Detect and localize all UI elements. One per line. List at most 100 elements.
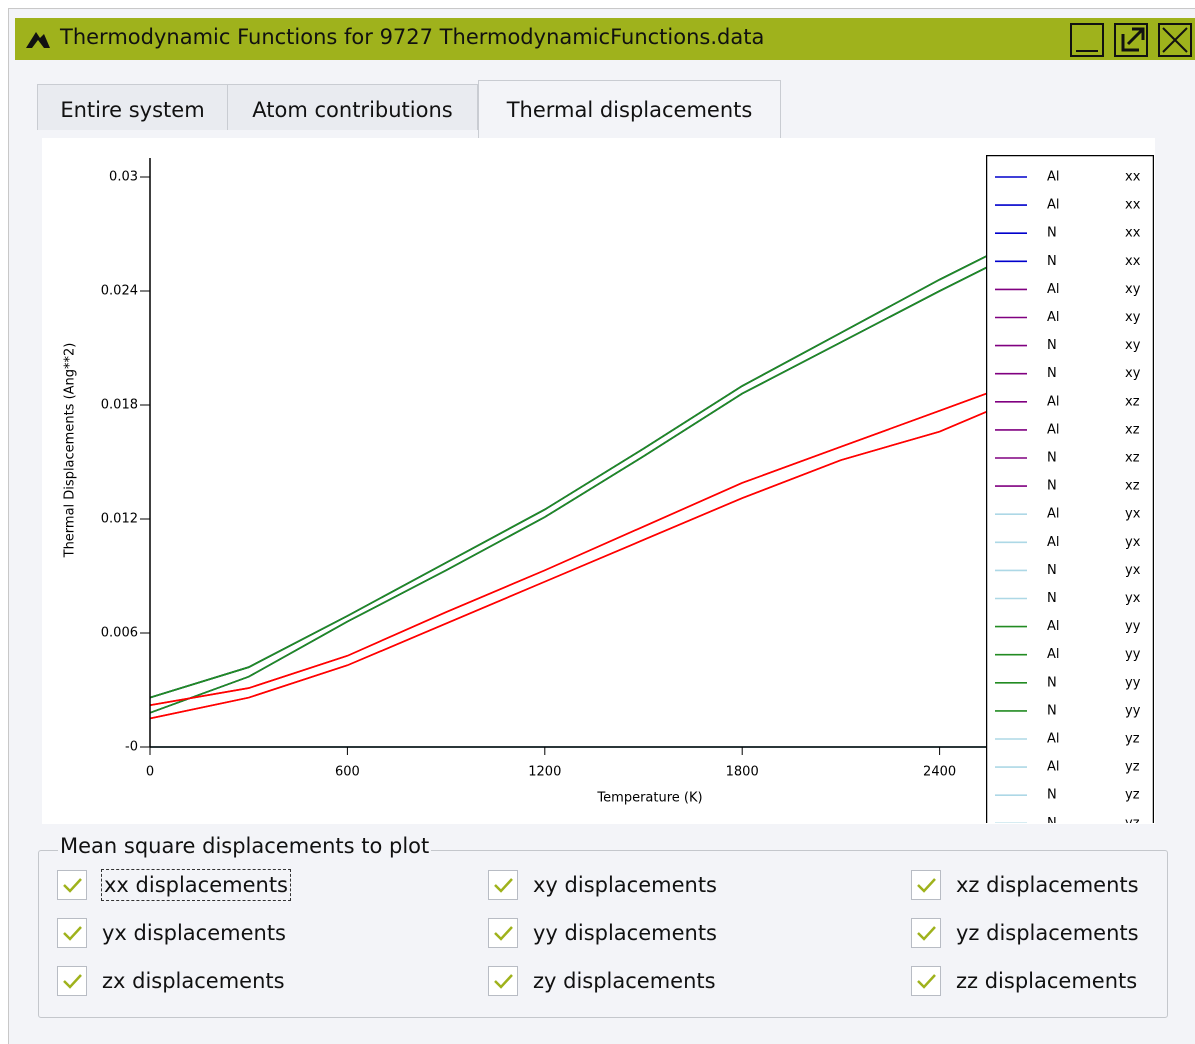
check-mark <box>63 926 82 941</box>
legend-component: yy <box>1125 647 1141 662</box>
legend-name: Al <box>1047 422 1060 437</box>
checkbox-label[interactable]: yx displacements <box>102 921 286 945</box>
legend-box <box>986 155 1154 823</box>
legend-name: N <box>1047 366 1057 381</box>
checkbox-label[interactable]: zz displacements <box>956 969 1138 993</box>
legend-component: xz <box>1125 422 1140 437</box>
legend-component: xz <box>1125 451 1140 466</box>
checkbox[interactable] <box>911 966 941 996</box>
legend-component: xz <box>1125 394 1140 409</box>
legend-name: Al <box>1047 535 1060 550</box>
checkbox[interactable] <box>911 918 941 948</box>
legend-component: xy <box>1125 310 1141 325</box>
x-tick-label: 2400 <box>923 765 956 780</box>
chart: -0 0.006 0.012 0.018 0.024 0.03 0 600 1200 1800 24… <box>63 155 1154 830</box>
checkbox[interactable] <box>57 918 87 948</box>
legend-name: N <box>1047 816 1057 830</box>
legend-name: Al <box>1047 507 1060 522</box>
legend-component: xy <box>1125 366 1141 381</box>
checkbox-label[interactable]: yz displacements <box>956 921 1139 945</box>
legend-name: Al <box>1047 198 1060 213</box>
legend-component: xy <box>1125 282 1141 297</box>
legend-component: xx <box>1125 198 1141 213</box>
legend-component: xz <box>1125 479 1140 494</box>
legend-component: xx <box>1125 170 1141 185</box>
legend-component: yz <box>1125 788 1140 803</box>
check-mark <box>494 926 513 941</box>
x-tick-label: 600 <box>335 765 360 780</box>
legend-name: N <box>1047 338 1057 353</box>
legend-name: Al <box>1047 170 1060 185</box>
x-tick-label: 1800 <box>726 765 759 780</box>
x-axis-label: Temperature (K) <box>596 791 702 806</box>
y-tick-label: 0.012 <box>101 512 138 527</box>
legend-component: yy <box>1125 619 1141 634</box>
legend-name: Al <box>1047 394 1060 409</box>
check-mark <box>63 878 82 893</box>
legend-name: N <box>1047 563 1057 578</box>
legend-name: Al <box>1047 310 1060 325</box>
legend-name: Al <box>1047 282 1060 297</box>
legend-name: Al <box>1047 760 1060 775</box>
checkbox[interactable] <box>911 870 941 900</box>
tab-active[interactable]: Thermal displacements <box>478 80 781 138</box>
legend-name: N <box>1047 479 1057 494</box>
legend-name: N <box>1047 591 1057 606</box>
y-tick-label: 0.024 <box>101 284 138 299</box>
legend-component: yx <box>1125 507 1141 522</box>
group-box <box>38 850 1168 1018</box>
checkbox[interactable] <box>57 870 87 900</box>
legend-component: yz <box>1125 816 1140 830</box>
checkbox-label[interactable]: zy displacements <box>533 969 716 993</box>
group-title: Mean square displacements to plot <box>58 834 432 858</box>
checkbox[interactable] <box>488 966 518 996</box>
check-mark <box>917 974 936 989</box>
checkbox[interactable] <box>488 918 518 948</box>
legend-component: xy <box>1125 338 1141 353</box>
app-icon <box>26 32 50 48</box>
x-tick-label: 0 <box>146 765 154 780</box>
legend-component: yy <box>1125 675 1141 690</box>
check-mark <box>917 926 936 941</box>
series-line <box>150 358 1138 720</box>
title-bar <box>15 18 1195 60</box>
window-title: Thermodynamic Functions for 9727 Thermod… <box>60 25 765 49</box>
checkbox[interactable] <box>488 870 518 900</box>
legend-component: yx <box>1125 535 1141 550</box>
series-line <box>150 180 1138 699</box>
legend-name: N <box>1047 703 1057 718</box>
checkbox-label[interactable]: xz displacements <box>956 873 1139 897</box>
legend-component: yx <box>1125 563 1141 578</box>
legend-name: N <box>1047 226 1057 241</box>
legend-name: N <box>1047 788 1057 803</box>
check-mark <box>917 878 936 893</box>
legend-name: N <box>1047 675 1057 690</box>
legend-name: Al <box>1047 732 1060 747</box>
legend-component: yy <box>1125 703 1141 718</box>
legend-name: N <box>1047 254 1057 269</box>
y-tick-label: 0.018 <box>101 398 138 413</box>
tab[interactable]: Atom contributions <box>227 84 478 130</box>
plot-panel <box>42 138 1155 824</box>
checkbox[interactable] <box>57 966 87 996</box>
window-buttons[interactable] <box>1070 22 1195 58</box>
check-mark <box>63 974 82 989</box>
legend-component: xx <box>1125 226 1141 241</box>
legend-component: yz <box>1125 732 1140 747</box>
checkbox-label[interactable]: yy displacements <box>533 921 717 945</box>
legend-name: N <box>1047 451 1057 466</box>
legend-component: xx <box>1125 254 1141 269</box>
y-tick-label: 0.006 <box>101 626 138 641</box>
y-tick-label: -0 <box>125 740 138 755</box>
x-tick-label: 1200 <box>528 765 561 780</box>
checkbox-label[interactable]: zx displacements <box>102 969 285 993</box>
check-mark <box>494 974 513 989</box>
series-line <box>150 193 1138 714</box>
legend-component: yz <box>1125 760 1140 775</box>
series-line <box>150 341 1138 706</box>
checkbox-label[interactable]: xy displacements <box>533 873 717 897</box>
legend-name: Al <box>1047 619 1060 634</box>
checkbox-label[interactable]: xx displacements <box>101 869 291 901</box>
y-tick-label: 0.03 <box>109 170 138 185</box>
